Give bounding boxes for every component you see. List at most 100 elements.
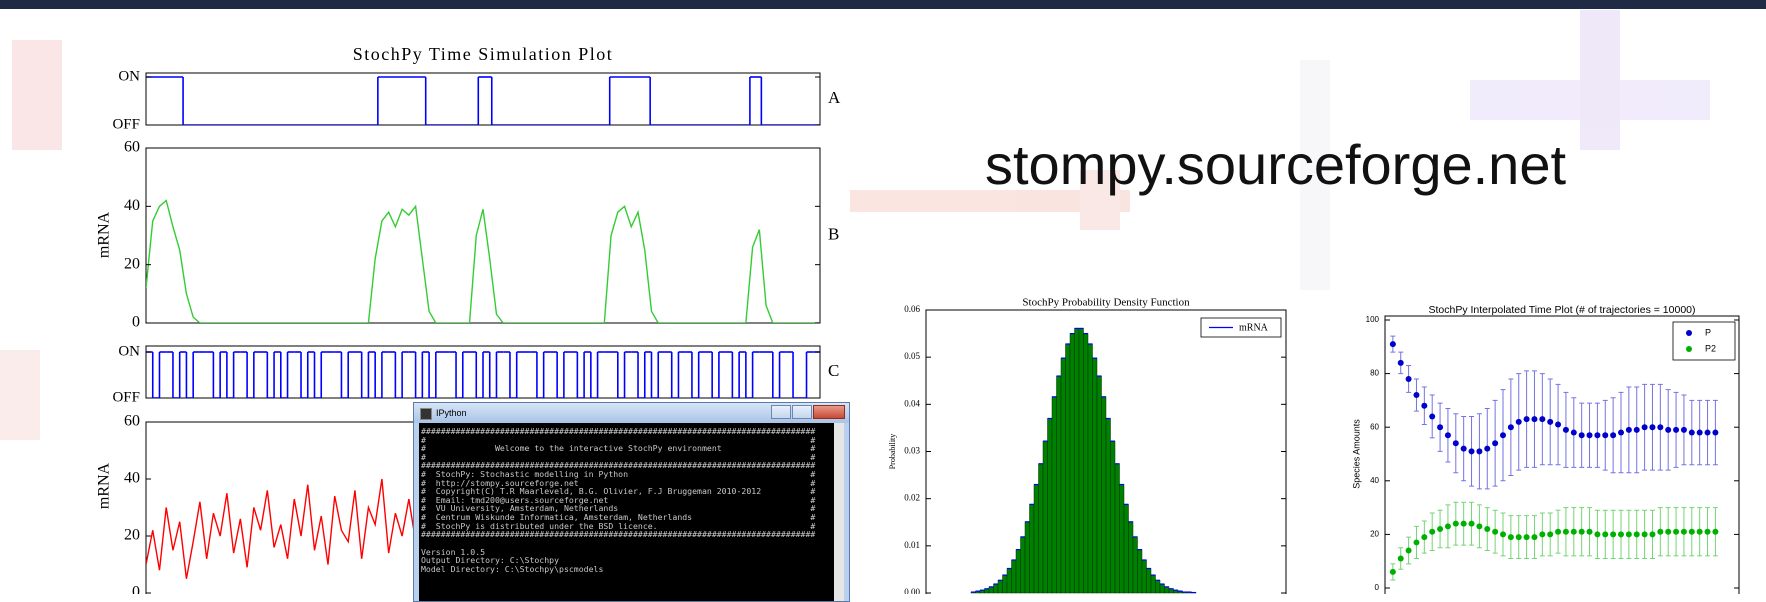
point	[1594, 531, 1600, 537]
bar	[998, 580, 1003, 593]
bar	[1088, 344, 1093, 593]
point	[1681, 427, 1687, 433]
point	[1390, 341, 1396, 347]
bar	[1039, 464, 1044, 593]
point	[1563, 427, 1569, 433]
point	[1555, 422, 1561, 428]
point	[1390, 569, 1396, 575]
scrollbar[interactable]	[834, 423, 844, 601]
point	[1705, 430, 1711, 436]
bar	[1030, 504, 1035, 593]
y-axis-label: mRNA	[96, 211, 113, 258]
plot-frame	[146, 148, 820, 323]
maximize-button[interactable]	[792, 405, 812, 419]
chart-title: StochPy Time Simulation Plot	[353, 44, 614, 64]
point	[1712, 529, 1718, 535]
panel-label: B	[828, 224, 839, 243]
point	[1626, 427, 1632, 433]
point	[1531, 416, 1537, 422]
point	[1689, 529, 1695, 535]
y-tick-label: OFF	[112, 116, 140, 132]
point	[1642, 424, 1648, 430]
legend-swatch	[1686, 330, 1692, 336]
point	[1516, 419, 1522, 425]
console-text: ########################################…	[421, 427, 832, 574]
point	[1406, 376, 1412, 382]
bar	[1129, 522, 1134, 593]
point	[1618, 430, 1624, 436]
point	[1665, 427, 1671, 433]
bar	[1052, 397, 1057, 593]
point	[1587, 529, 1593, 535]
y-tick-label: 20	[124, 527, 140, 544]
point	[1579, 529, 1585, 535]
point	[1484, 446, 1490, 452]
y-axis-label: Species Amounts	[1351, 419, 1361, 489]
legend-label: P2	[1705, 343, 1716, 353]
point	[1421, 534, 1427, 540]
bar	[1057, 376, 1062, 593]
y-tick-label: 60	[1370, 422, 1379, 431]
bar	[1124, 504, 1129, 593]
window-controls	[770, 405, 845, 419]
y-tick-label: 0.06	[904, 304, 920, 314]
bar	[985, 589, 990, 593]
point	[1453, 440, 1459, 446]
point	[1445, 432, 1451, 438]
window-title: IPython	[436, 408, 467, 418]
bar	[1061, 358, 1066, 593]
close-button[interactable]	[813, 405, 845, 419]
point	[1461, 521, 1467, 527]
plot-area	[146, 352, 820, 398]
bar	[1003, 575, 1008, 593]
point	[1524, 416, 1530, 422]
point	[1626, 531, 1632, 537]
point	[1421, 403, 1427, 409]
slide: stompy.sourceforge.net ONOFFStochPy Time…	[0, 0, 1766, 594]
terminal-window: IPython ################################…	[413, 402, 850, 602]
point	[1657, 424, 1663, 430]
bar	[1169, 589, 1174, 593]
y-tick-label: 80	[1370, 369, 1379, 378]
bar	[1012, 560, 1017, 593]
panel-label: C	[828, 361, 839, 380]
legend-label: mRNA	[1239, 322, 1269, 333]
point	[1413, 539, 1419, 545]
bar	[1034, 485, 1039, 593]
minimize-button[interactable]	[771, 405, 791, 419]
point	[1571, 529, 1577, 535]
point	[1587, 432, 1593, 438]
decor	[1580, 10, 1620, 150]
bar	[1102, 397, 1107, 593]
bar	[1093, 358, 1098, 593]
point	[1563, 529, 1569, 535]
y-tick-label: 0	[1375, 583, 1380, 592]
y-tick-label: 0	[132, 584, 140, 594]
point	[1531, 534, 1537, 540]
bar	[1007, 568, 1012, 593]
point	[1649, 531, 1655, 537]
point	[1602, 432, 1608, 438]
legend-label: P	[1705, 327, 1711, 337]
bar	[1165, 587, 1170, 593]
bar	[1111, 441, 1116, 593]
legend-swatch	[1686, 346, 1692, 352]
top-bar	[0, 0, 1766, 9]
y-tick-label: 0.00	[904, 587, 920, 594]
point	[1429, 529, 1435, 535]
point	[1618, 531, 1624, 537]
screenshot: stompy.sourceforge.net ONOFFStochPy Time…	[0, 0, 1766, 594]
y-tick-label: 0.03	[904, 446, 920, 456]
point	[1492, 529, 1498, 535]
bar	[1147, 568, 1152, 593]
console-line: Model Directory: C:\Stochpy\pscmodels	[421, 565, 832, 574]
point	[1642, 531, 1648, 537]
point	[1484, 526, 1490, 532]
point	[1476, 523, 1482, 529]
bar	[1097, 376, 1102, 593]
chart-title: StochPy Interpolated Time Plot (# of tra…	[1428, 304, 1695, 316]
